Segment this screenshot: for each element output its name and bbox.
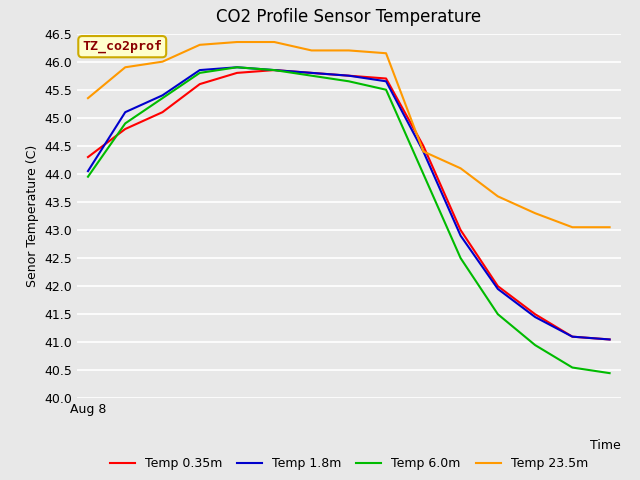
Title: CO2 Profile Sensor Temperature: CO2 Profile Sensor Temperature [216,9,481,26]
Text: Time: Time [590,439,621,452]
Y-axis label: Senor Temperature (C): Senor Temperature (C) [26,145,38,287]
Text: TZ_co2prof: TZ_co2prof [82,40,163,53]
Legend: Temp 0.35m, Temp 1.8m, Temp 6.0m, Temp 23.5m: Temp 0.35m, Temp 1.8m, Temp 6.0m, Temp 2… [104,452,593,475]
